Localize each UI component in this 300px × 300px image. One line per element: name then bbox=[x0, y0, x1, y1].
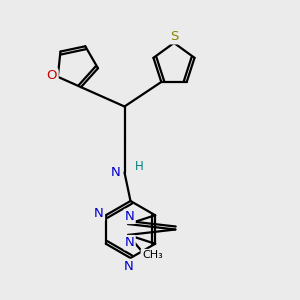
Text: N: N bbox=[111, 166, 121, 179]
Text: CH₃: CH₃ bbox=[142, 250, 162, 260]
Text: N: N bbox=[125, 210, 134, 223]
Text: N: N bbox=[124, 260, 134, 273]
Text: N: N bbox=[125, 236, 134, 249]
Text: N: N bbox=[125, 210, 134, 223]
Text: O: O bbox=[47, 70, 58, 83]
Text: H: H bbox=[134, 160, 142, 174]
Text: S: S bbox=[170, 30, 179, 44]
Text: N: N bbox=[111, 166, 121, 179]
Text: H: H bbox=[134, 160, 143, 173]
Text: N: N bbox=[93, 207, 103, 220]
Text: CH₃: CH₃ bbox=[142, 250, 163, 260]
Text: N: N bbox=[124, 260, 134, 273]
Text: N: N bbox=[125, 236, 134, 249]
Text: O: O bbox=[46, 69, 57, 82]
Text: N: N bbox=[94, 207, 104, 220]
Text: S: S bbox=[170, 30, 179, 43]
